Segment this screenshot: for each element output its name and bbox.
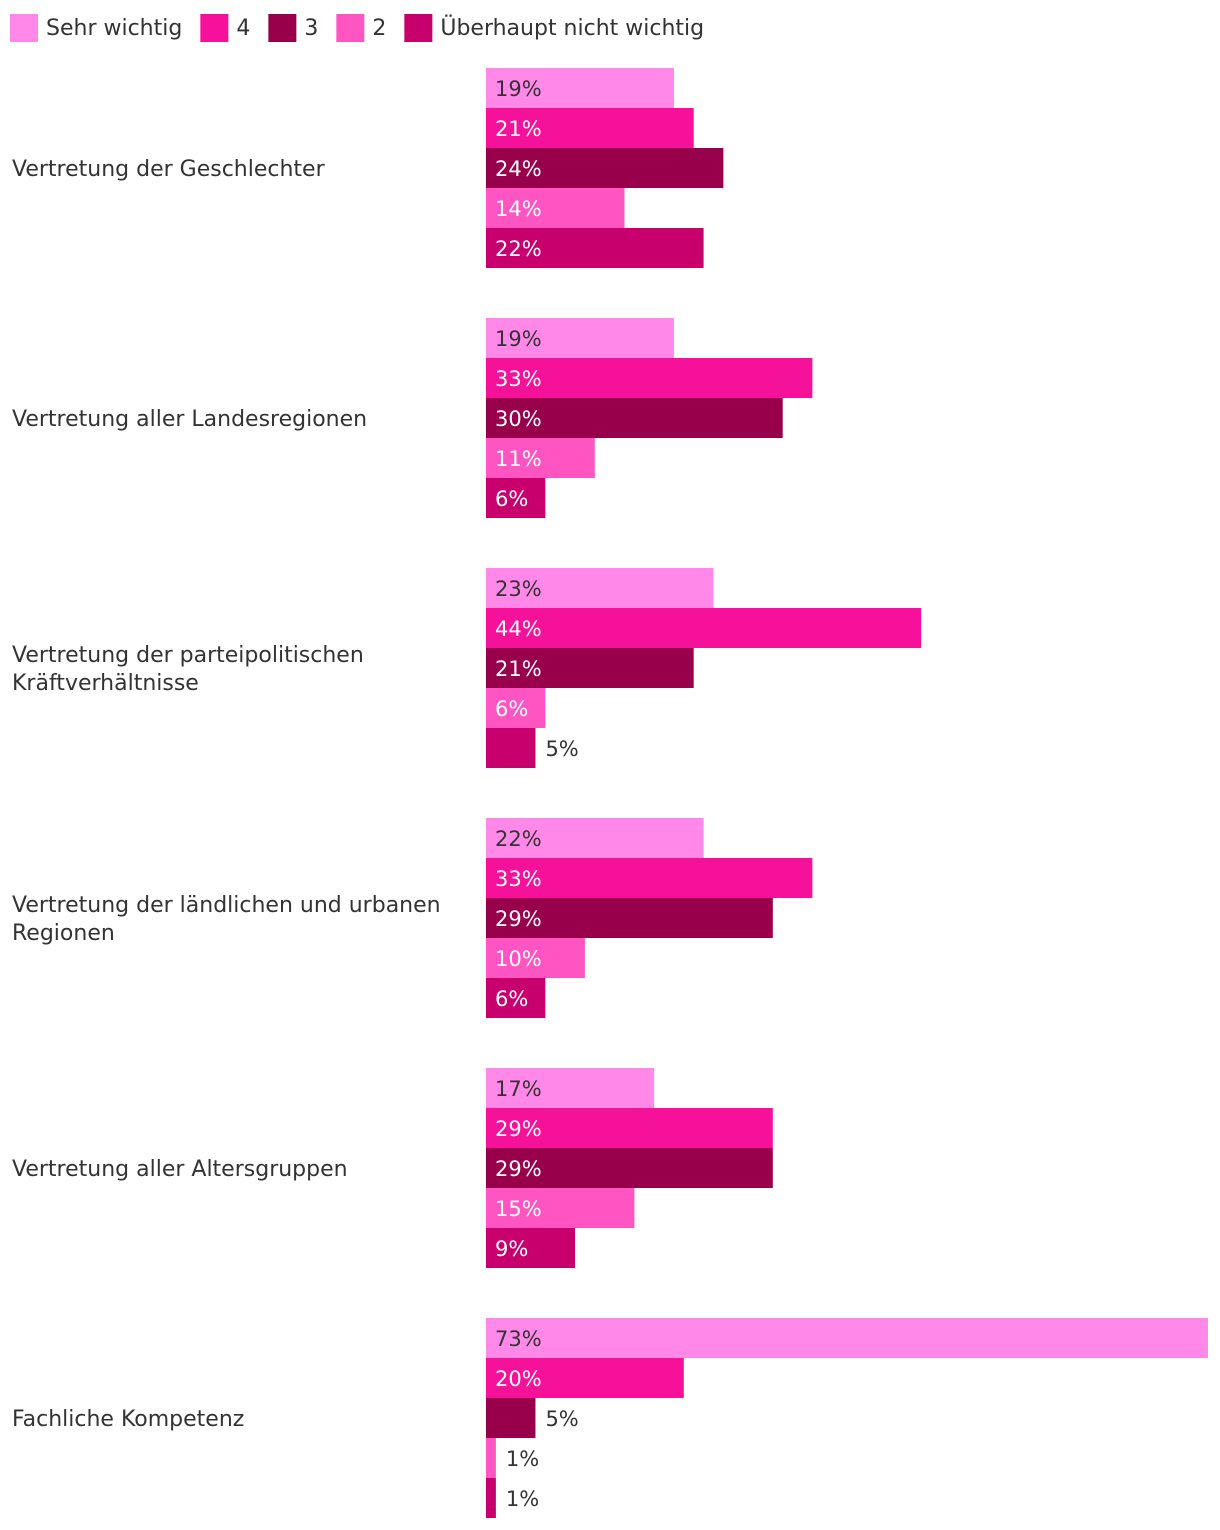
bar-2-2 (486, 648, 694, 688)
legend-swatch-3 (336, 14, 365, 42)
bar-value-label-0-3: 14% (495, 197, 542, 221)
bar-value-label-3-3: 10% (495, 947, 542, 971)
bar-4-0 (486, 1068, 655, 1108)
bar-value-labels: 19% 21% 24% 14% 22% 19% 33% 30% 11% 6% 23% 44% 21% 6%… (495, 77, 579, 1511)
bar-value-label-1-2: 30% (495, 407, 542, 431)
category-label: Vertretung der ländlichen und urbanen (12, 893, 441, 918)
bar-value-label-1-0: 19% (495, 327, 542, 351)
bar-value-label-5-2: 5% (545, 1407, 578, 1431)
bar-value-label-5-4: 1% (506, 1487, 539, 1511)
legend-label-2: 3 (304, 16, 318, 41)
category-label: Vertretung aller Landesregionen (12, 407, 367, 432)
bar-3-1 (486, 858, 813, 898)
category-labels: Vertretung der Geschlechter Vertretung al… (12, 157, 441, 1432)
legend-swatch-2 (268, 14, 297, 42)
bar-value-label-4-4: 9% (495, 1237, 528, 1261)
bar-2-4 (486, 728, 536, 768)
legend-swatch-0 (10, 14, 38, 42)
bar-value-label-0-4: 22% (495, 237, 542, 261)
bar-1-2 (486, 398, 783, 438)
bar-2-0 (486, 568, 714, 608)
bar-5-3 (486, 1438, 496, 1478)
bar-4-1 (486, 1108, 773, 1148)
category-label: Fachliche Kompetenz (12, 1407, 244, 1432)
bar-value-label-0-0: 19% (495, 77, 542, 101)
bar-0-2 (486, 148, 724, 188)
category-label: Vertretung der Geschlechter (12, 157, 326, 182)
bar-0-1 (486, 108, 694, 148)
legend: Sehr wichtig 4 3 2 Überhaupt nicht wichtig (10, 14, 704, 42)
bar-value-label-4-3: 15% (495, 1197, 542, 1221)
category-label: Regionen (12, 921, 115, 946)
bar-value-label-3-4: 6% (495, 987, 528, 1011)
bar-value-label-2-0: 23% (495, 577, 542, 601)
legend-label-4: Überhaupt nicht wichtig (440, 15, 704, 41)
bar-value-label-3-0: 22% (495, 827, 542, 851)
bar-0-3 (486, 188, 625, 228)
bar-1-0 (486, 318, 674, 358)
bar-value-label-2-4: 5% (545, 737, 578, 761)
bar-value-label-3-2: 29% (495, 907, 542, 931)
bar-5-4 (486, 1478, 496, 1518)
bar-value-label-5-1: 20% (495, 1367, 542, 1391)
bar-0-0 (486, 68, 674, 108)
bar-3-2 (486, 898, 773, 938)
bar-value-label-1-1: 33% (495, 367, 542, 391)
bar-1-3 (486, 438, 595, 478)
bar-1-1 (486, 358, 813, 398)
bar-5-1 (486, 1358, 684, 1398)
bar-2-3 (486, 688, 546, 728)
bar-value-label-0-1: 21% (495, 117, 542, 141)
bar-value-label-2-2: 21% (495, 657, 542, 681)
bar-5-0 (486, 1318, 1208, 1358)
bars (486, 68, 1208, 1518)
bar-3-0 (486, 818, 704, 858)
bar-value-label-5-0: 73% (495, 1327, 542, 1351)
bar-value-label-4-2: 29% (495, 1157, 542, 1181)
category-label: Vertretung der parteipolitischen (12, 643, 364, 668)
bar-value-label-1-3: 11% (495, 447, 542, 471)
bar-value-label-4-0: 17% (495, 1077, 542, 1101)
bar-4-3 (486, 1188, 635, 1228)
bar-3-4 (486, 978, 546, 1018)
bar-value-label-1-4: 6% (495, 487, 528, 511)
bar-value-label-5-3: 1% (506, 1447, 539, 1471)
bar-1-4 (486, 478, 546, 518)
bar-value-label-2-1: 44% (495, 617, 542, 641)
bar-4-4 (486, 1228, 576, 1268)
bar-value-label-0-2: 24% (495, 157, 542, 181)
bar-5-2 (486, 1398, 536, 1438)
bar-value-label-3-1: 33% (495, 867, 542, 891)
legend-swatch-4 (404, 14, 433, 42)
legend-swatch-1 (200, 14, 229, 42)
legend-label-3: 2 (372, 16, 386, 41)
bar-2-1 (486, 608, 922, 648)
category-label: Kräftverhältnisse (12, 671, 199, 696)
category-label: Vertretung aller Altersgruppen (12, 1157, 348, 1182)
bar-4-2 (486, 1148, 773, 1188)
legend-label-1: 4 (236, 16, 250, 41)
bar-value-label-4-1: 29% (495, 1117, 542, 1141)
legend-label-0: Sehr wichtig (46, 16, 182, 41)
bar-value-label-2-3: 6% (495, 697, 528, 721)
bar-0-4 (486, 228, 704, 268)
bar-3-3 (486, 938, 585, 978)
